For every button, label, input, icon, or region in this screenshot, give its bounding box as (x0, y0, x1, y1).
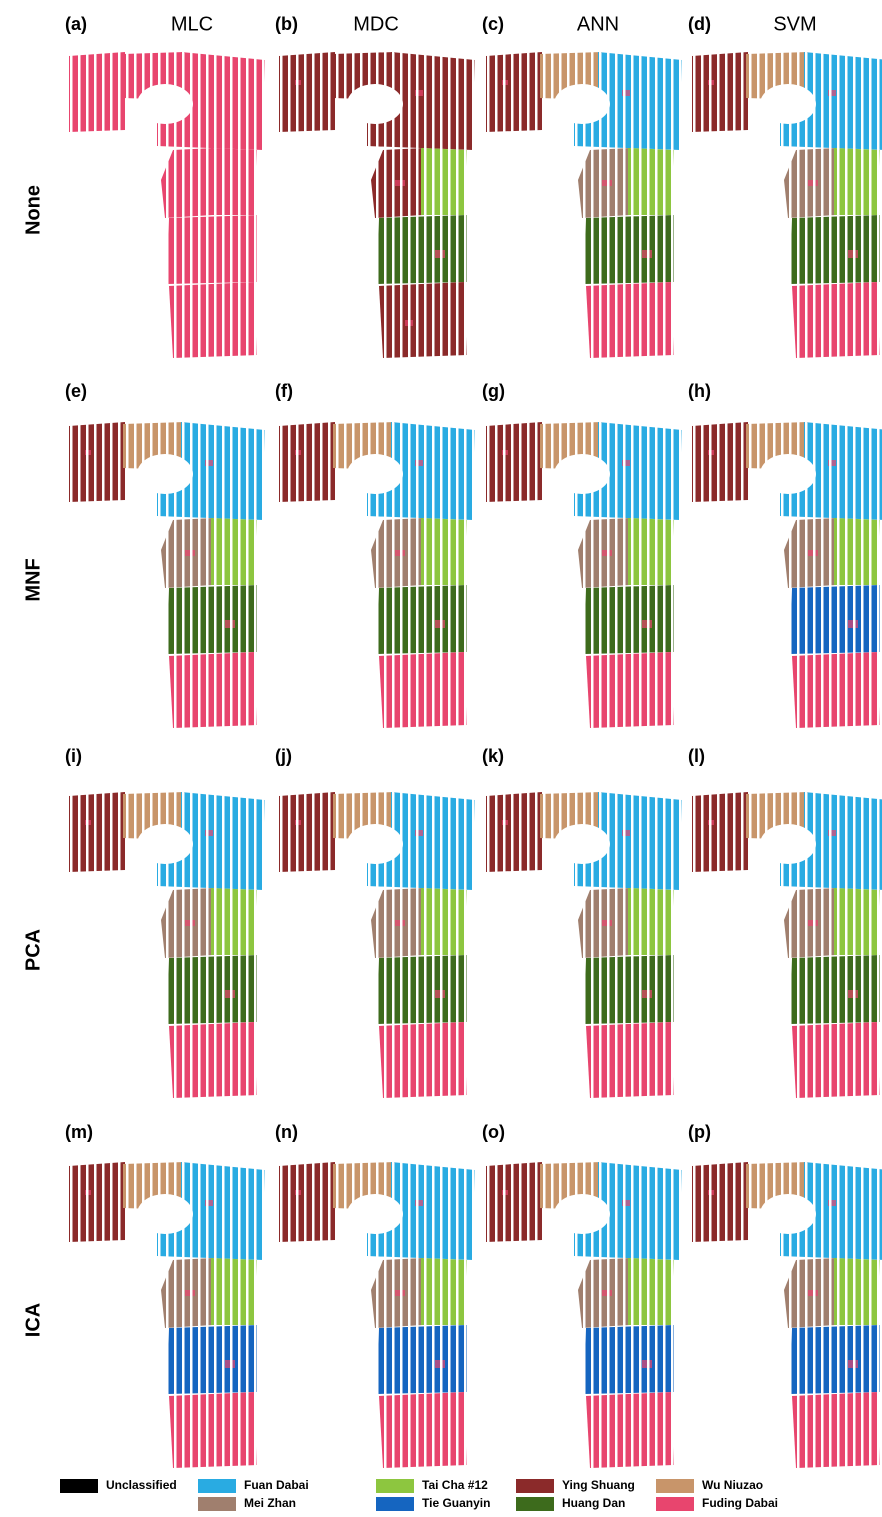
map-stripes (65, 790, 267, 1100)
row-label: ICA (22, 1303, 44, 1337)
map-stripes (65, 1160, 267, 1470)
legend-swatch (516, 1479, 554, 1493)
map-stripes (275, 790, 477, 1100)
classification-map (65, 1160, 267, 1470)
legend-swatch (198, 1497, 236, 1511)
map-stripes (65, 50, 267, 360)
column-header: MDC (353, 13, 399, 35)
legend-swatch (656, 1479, 694, 1493)
row-label: MNF (22, 558, 44, 601)
classification-map (65, 790, 267, 1100)
classification-map (482, 790, 684, 1100)
panel-label: (i) (65, 746, 82, 766)
row-label: PCA (22, 929, 44, 971)
map-stripes (275, 420, 477, 730)
legend-label: Huang Dan (562, 1496, 625, 1510)
panel-label: (m) (65, 1122, 93, 1142)
map-stripes (688, 1160, 882, 1470)
classification-map (688, 1160, 882, 1470)
legend-swatch (656, 1497, 694, 1511)
classification-map (688, 50, 882, 360)
legend-label: Fuding Dabai (702, 1496, 778, 1510)
figure: MLC MDC ANN SVM None MNF PCA ICA (a) (b) (c) (d) (e)… (0, 0, 882, 1512)
legend-label: Tie Guanyin (422, 1496, 490, 1510)
classification-map (688, 420, 882, 730)
panel-label: (a) (65, 14, 87, 34)
classification-map (275, 420, 477, 730)
column-header: ANN (577, 13, 619, 35)
legend-label: Unclassified (106, 1478, 177, 1492)
panel-label: (n) (275, 1122, 298, 1142)
legend-swatch (198, 1479, 236, 1493)
legend-label: Tai Cha #12 (422, 1478, 488, 1492)
panel-label: (h) (688, 381, 711, 401)
classification-map (482, 50, 684, 360)
column-header: SVM (773, 13, 816, 35)
panel-label: (f) (275, 381, 293, 401)
column-header: MLC (171, 13, 213, 35)
legend-swatch (60, 1479, 98, 1493)
legend-swatch (516, 1497, 554, 1511)
row-label: None (22, 185, 44, 235)
legend-label: Fuan Dabai (244, 1478, 309, 1492)
map-stripes (275, 50, 477, 360)
map-stripes (275, 1160, 477, 1470)
classification-map (482, 1160, 684, 1470)
map-stripes (482, 420, 684, 730)
map-stripes (482, 1160, 684, 1470)
legend-swatch (376, 1479, 414, 1493)
legend-label: Wu Niuzao (702, 1478, 763, 1492)
map-stripes (688, 790, 882, 1100)
panel-label: (p) (688, 1122, 711, 1142)
classification-map (65, 50, 267, 360)
legend-swatch (376, 1497, 414, 1511)
classification-map (275, 1160, 477, 1470)
map-stripes (65, 420, 267, 730)
classification-map (275, 790, 477, 1100)
legend-label: Mei Zhan (244, 1496, 296, 1510)
panel-label: (o) (482, 1122, 505, 1142)
classification-map (275, 50, 477, 360)
map-stripes (482, 50, 684, 360)
panel-label: (l) (688, 746, 705, 766)
panel-label: (b) (275, 14, 298, 34)
panel-label: (c) (482, 14, 504, 34)
classification-map (482, 420, 684, 730)
map-stripes (482, 790, 684, 1100)
panel-label: (k) (482, 746, 504, 766)
panel-label: (j) (275, 746, 292, 766)
panel-label: (g) (482, 381, 505, 401)
panel-label: (d) (688, 14, 711, 34)
map-stripes (688, 420, 882, 730)
map-stripes (688, 50, 882, 360)
panel-label: (e) (65, 381, 87, 401)
classification-map (688, 790, 882, 1100)
classification-map (65, 420, 267, 730)
legend-label: Ying Shuang (562, 1478, 635, 1492)
